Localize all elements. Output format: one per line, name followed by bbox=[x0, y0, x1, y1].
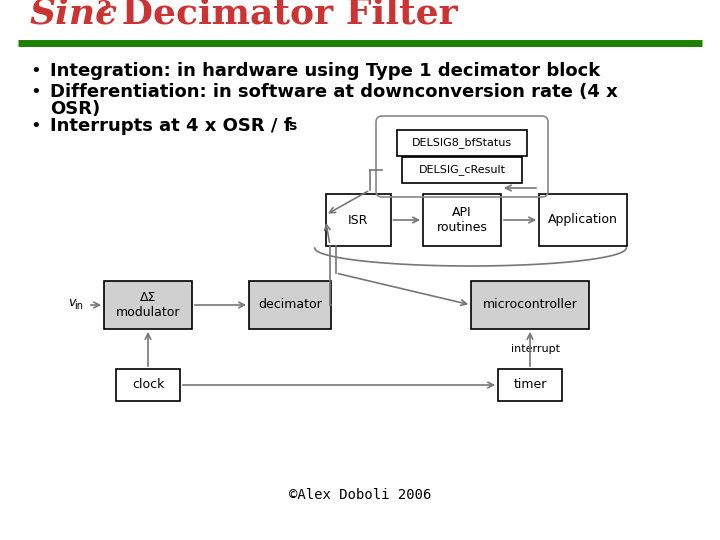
Text: •: • bbox=[30, 62, 41, 80]
Text: interrupt: interrupt bbox=[510, 344, 559, 354]
Text: Interrupts at 4 x OSR / f: Interrupts at 4 x OSR / f bbox=[50, 117, 292, 135]
Text: •: • bbox=[30, 117, 41, 135]
Text: ISR: ISR bbox=[348, 213, 368, 226]
FancyBboxPatch shape bbox=[104, 281, 192, 329]
Text: 2: 2 bbox=[97, 0, 112, 21]
FancyBboxPatch shape bbox=[539, 194, 627, 246]
FancyBboxPatch shape bbox=[402, 157, 522, 183]
FancyBboxPatch shape bbox=[397, 130, 527, 156]
Text: Decimator Filter: Decimator Filter bbox=[109, 0, 458, 30]
Text: timer: timer bbox=[513, 379, 546, 392]
Text: decimator: decimator bbox=[258, 299, 322, 312]
Text: clock: clock bbox=[132, 379, 164, 392]
FancyBboxPatch shape bbox=[498, 369, 562, 401]
FancyBboxPatch shape bbox=[471, 281, 589, 329]
FancyBboxPatch shape bbox=[249, 281, 331, 329]
Text: ΔΣ
modulator: ΔΣ modulator bbox=[116, 291, 180, 319]
Text: Integration: in hardware using Type 1 decimator block: Integration: in hardware using Type 1 de… bbox=[50, 62, 600, 80]
Text: Application: Application bbox=[548, 213, 618, 226]
Text: •: • bbox=[30, 83, 41, 101]
Text: Differentiation: in software at downconversion rate (4 x: Differentiation: in software at downconv… bbox=[50, 83, 618, 101]
Text: microcontroller: microcontroller bbox=[482, 299, 577, 312]
Text: DELSIG_cResult: DELSIG_cResult bbox=[418, 165, 505, 176]
Text: ©Alex Doboli 2006: ©Alex Doboli 2006 bbox=[289, 488, 431, 502]
FancyBboxPatch shape bbox=[423, 194, 501, 246]
Text: Sinc: Sinc bbox=[30, 0, 118, 30]
Text: DELSIG8_bfStatus: DELSIG8_bfStatus bbox=[412, 138, 512, 148]
FancyBboxPatch shape bbox=[116, 369, 180, 401]
Text: in: in bbox=[74, 301, 83, 311]
Text: s: s bbox=[288, 119, 296, 133]
FancyBboxPatch shape bbox=[325, 194, 390, 246]
Text: v: v bbox=[68, 295, 76, 308]
Text: OSR): OSR) bbox=[50, 100, 100, 118]
Text: API
routines: API routines bbox=[436, 206, 487, 234]
